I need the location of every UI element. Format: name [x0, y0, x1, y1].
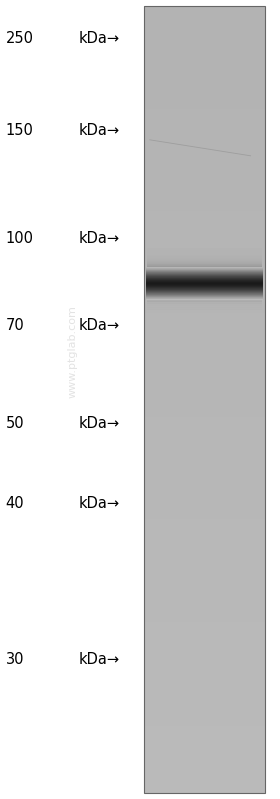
Text: kDa→: kDa→ — [78, 123, 120, 137]
Text: 50: 50 — [6, 416, 24, 431]
Bar — [144, 6, 265, 793]
Text: 150: 150 — [6, 123, 34, 137]
Text: kDa→: kDa→ — [78, 231, 120, 245]
Text: kDa→: kDa→ — [78, 496, 120, 511]
Text: kDa→: kDa→ — [78, 319, 120, 333]
Text: 40: 40 — [6, 496, 24, 511]
Text: 30: 30 — [6, 652, 24, 666]
Text: kDa→: kDa→ — [78, 416, 120, 431]
Text: 250: 250 — [6, 31, 34, 46]
Text: 70: 70 — [6, 319, 24, 333]
Text: 100: 100 — [6, 231, 34, 245]
Text: kDa→: kDa→ — [78, 652, 120, 666]
Text: www.ptglab.com: www.ptglab.com — [68, 305, 78, 398]
Text: kDa→: kDa→ — [78, 31, 120, 46]
